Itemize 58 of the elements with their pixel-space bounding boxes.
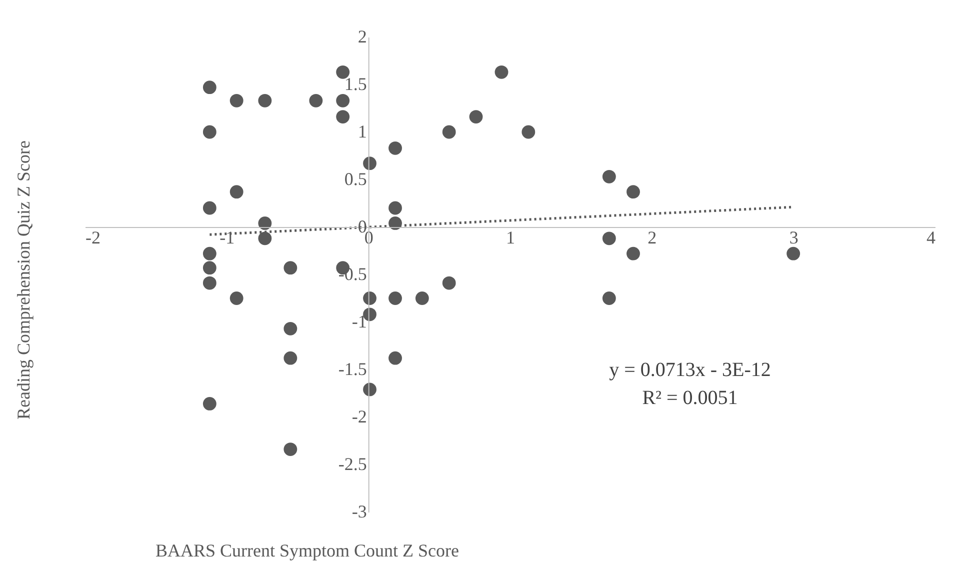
y-tick-label: 0.5	[344, 169, 367, 189]
point	[415, 292, 429, 305]
point	[284, 322, 298, 336]
point	[602, 170, 616, 184]
x-tick-label: -2	[86, 228, 100, 248]
x-tick-label: 3	[789, 228, 798, 248]
point	[284, 351, 298, 365]
y-tick-label: 1	[358, 122, 367, 142]
point	[258, 216, 272, 230]
point	[494, 65, 508, 79]
y-tick-label: -2.5	[338, 454, 367, 474]
point	[626, 185, 640, 199]
point	[786, 246, 800, 260]
point	[258, 94, 272, 108]
point	[336, 110, 350, 124]
y-tick-label: -2	[352, 406, 367, 426]
point	[230, 292, 244, 305]
point	[202, 80, 216, 94]
annotation: R² = 0.0051	[642, 387, 738, 409]
y-tick-label: -1.5	[338, 359, 367, 379]
x-tick-label: 2	[648, 228, 657, 248]
point	[388, 351, 402, 365]
point	[284, 261, 298, 275]
point	[388, 292, 402, 305]
y-tick-label: -3	[352, 502, 367, 522]
point	[363, 156, 376, 170]
x-tick-label: 1	[506, 228, 515, 248]
y-axis-title: Reading Comprehension Quiz Z Score	[14, 140, 34, 420]
point	[442, 276, 456, 290]
point	[202, 261, 216, 275]
point	[363, 382, 376, 396]
point	[626, 246, 640, 260]
point	[284, 442, 298, 456]
x-tick-label: 4	[926, 228, 936, 248]
point	[336, 65, 350, 79]
point	[388, 141, 402, 155]
point	[202, 246, 216, 260]
point	[258, 232, 272, 246]
point	[442, 125, 456, 139]
point	[602, 292, 616, 305]
point	[309, 94, 323, 108]
point	[363, 292, 376, 305]
point	[336, 94, 350, 108]
point	[602, 232, 616, 246]
point	[469, 110, 483, 124]
y-tick-label: -1	[352, 312, 367, 332]
y-tick-label: 1.5	[344, 74, 367, 94]
annotation: y = 0.0713x - 3E-12	[609, 359, 771, 381]
point	[388, 201, 402, 215]
point	[202, 201, 216, 215]
point	[230, 94, 244, 108]
x-axis-title: BAARS Current Symptom Count Z Score	[156, 540, 460, 560]
point	[230, 185, 244, 199]
point	[522, 125, 536, 139]
y-tick-label: 2	[358, 26, 367, 46]
point	[202, 397, 216, 410]
point	[202, 276, 216, 290]
point	[202, 125, 216, 139]
